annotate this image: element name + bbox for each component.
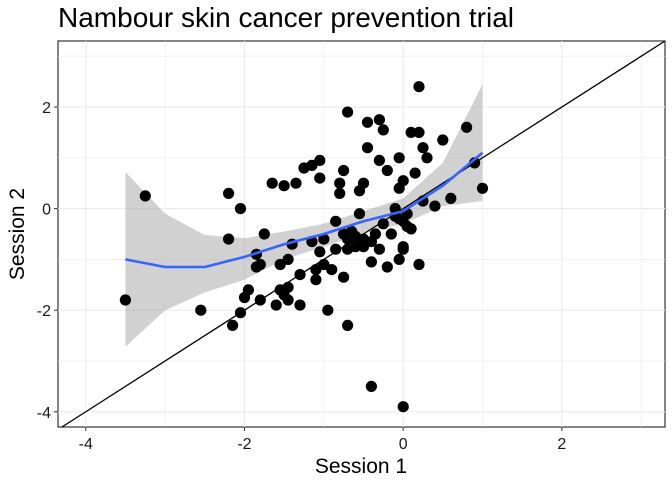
data-point (461, 121, 473, 133)
x-axis-title: Session 1 (315, 455, 407, 478)
points-layer (119, 81, 489, 413)
data-point (294, 269, 306, 281)
data-point (361, 116, 374, 128)
data-point (314, 172, 326, 184)
data-point (373, 114, 385, 126)
data-point (437, 134, 449, 146)
y-tick-label: -2 (37, 303, 51, 320)
data-point (417, 142, 429, 154)
data-point (413, 258, 425, 271)
data-point (357, 177, 370, 189)
data-point (342, 319, 354, 331)
data-point (338, 271, 350, 283)
y-tick-label: 2 (42, 100, 51, 117)
data-point (377, 218, 389, 230)
data-point (373, 154, 385, 166)
data-point (405, 126, 417, 138)
data-point (294, 299, 306, 311)
x-axis-ticks: -4 -2 0 2 (79, 427, 566, 453)
data-point (234, 307, 247, 319)
data-point (278, 180, 290, 192)
data-point (369, 228, 381, 240)
data-point (381, 261, 393, 273)
data-point (393, 152, 405, 164)
confidence-band-layer (125, 84, 483, 347)
data-point (234, 203, 247, 215)
data-point (282, 281, 294, 293)
smooth-line (125, 151, 484, 269)
data-point (326, 264, 338, 276)
y-tick-label: -4 (37, 405, 51, 422)
data-point (413, 126, 425, 138)
data-point (385, 228, 397, 240)
data-point (330, 243, 342, 255)
data-point (409, 167, 421, 179)
data-point (139, 190, 151, 202)
x-tick-label: -2 (237, 436, 251, 453)
data-point (353, 208, 366, 220)
data-point (282, 294, 294, 306)
data-point (377, 124, 389, 136)
data-point (421, 152, 433, 164)
data-point (381, 164, 393, 177)
chart-title: Nambour skin cancer prevention trial (58, 2, 514, 33)
data-point (254, 258, 266, 271)
data-point (393, 253, 405, 265)
data-point (223, 233, 235, 245)
data-point (397, 241, 409, 253)
data-point (322, 304, 334, 316)
data-point (119, 294, 131, 306)
confidence-band (125, 84, 483, 347)
x-tick-label: 0 (399, 436, 408, 453)
x-tick-label: 2 (557, 436, 566, 453)
data-point (290, 177, 302, 189)
y-axis-ticks: -4 -2 0 2 (37, 100, 58, 422)
data-point (310, 274, 322, 286)
data-point (254, 294, 266, 306)
data-point (314, 246, 326, 258)
data-point (314, 154, 326, 166)
data-point (282, 253, 294, 265)
data-point (429, 200, 441, 212)
data-point (195, 304, 207, 316)
data-point (413, 81, 425, 93)
data-point (361, 142, 374, 154)
data-point (365, 380, 377, 392)
data-point (258, 228, 270, 240)
data-point (242, 284, 254, 296)
data-point (397, 401, 409, 413)
data-point (476, 182, 489, 194)
smooth-line-layer (125, 151, 484, 269)
data-point (334, 177, 346, 189)
y-axis-title: Session 2 (6, 188, 29, 280)
x-tick-label: -4 (79, 436, 93, 453)
data-point (227, 319, 239, 331)
data-point (338, 164, 350, 177)
data-point (223, 187, 235, 199)
minor-gridlines (58, 41, 665, 427)
data-point (445, 192, 457, 204)
data-point (330, 215, 342, 227)
data-point (342, 106, 354, 118)
data-point (270, 299, 282, 311)
data-point (397, 175, 409, 187)
data-point (365, 256, 377, 268)
data-point (417, 195, 429, 207)
data-point (405, 223, 417, 235)
data-point (373, 243, 385, 255)
data-point (318, 233, 330, 245)
y-tick-label: 0 (42, 202, 51, 219)
data-point (266, 177, 278, 189)
data-point (334, 187, 346, 199)
